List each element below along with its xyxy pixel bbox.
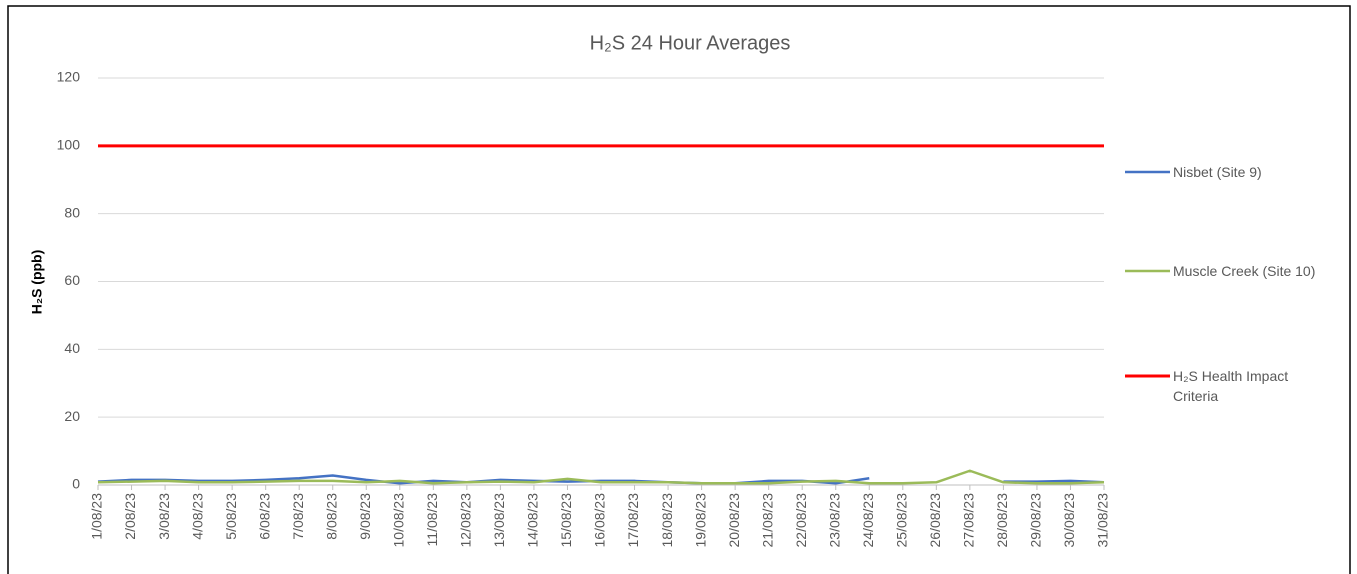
x-tick-label: 9/08/23 — [357, 493, 373, 540]
legend-label: H₂S Health Impact Criteria — [1173, 368, 1289, 404]
x-tick-label: 20/08/23 — [726, 493, 742, 548]
x-tick-label: 16/08/23 — [592, 493, 608, 548]
x-tick-label: 29/08/23 — [1028, 493, 1044, 548]
x-tick-label: 11/08/23 — [424, 493, 440, 547]
x-tick-label: 30/08/23 — [1061, 493, 1077, 548]
x-tick-label: 14/08/23 — [525, 493, 541, 548]
x-tick-label: 13/08/23 — [491, 493, 507, 548]
y-tick-label: 100 — [57, 137, 81, 153]
y-tick-label: 40 — [64, 340, 80, 356]
x-tick-label: 3/08/23 — [156, 493, 172, 540]
x-tick-label: 10/08/23 — [391, 493, 407, 548]
x-tick-label: 31/08/23 — [1095, 493, 1111, 548]
x-tick-label: 26/08/23 — [927, 493, 943, 548]
x-tick-label: 22/08/23 — [793, 493, 809, 548]
x-tick-label: 1/08/23 — [89, 493, 105, 540]
y-tick-label: 20 — [64, 408, 80, 424]
y-tick-label: 120 — [57, 69, 81, 85]
x-tick-label: 2/08/23 — [122, 493, 138, 540]
x-tick-label: 5/08/23 — [223, 493, 239, 540]
series-line — [97, 469, 1105, 485]
x-tick-label: 15/08/23 — [558, 493, 574, 548]
x-tick-label: 24/08/23 — [860, 493, 876, 548]
y-tick-label: 80 — [64, 204, 80, 220]
x-tick-label: 7/08/23 — [290, 493, 306, 540]
y-tick-label: 60 — [64, 272, 80, 288]
x-tick-label: 4/08/23 — [189, 493, 205, 540]
x-tick-label: 27/08/23 — [961, 493, 977, 548]
legend-label: Muscle Creek (Site 10) — [1173, 263, 1316, 279]
y-axis-label: H₂S (ppb) — [29, 250, 45, 315]
x-tick-label: 19/08/23 — [692, 493, 708, 548]
chart-title: H₂S 24 Hour Averages — [590, 32, 791, 54]
x-tick-label: 6/08/23 — [256, 493, 272, 540]
x-tick-label: 25/08/23 — [894, 493, 910, 548]
x-tick-label: 12/08/23 — [458, 493, 474, 548]
x-tick-label: 17/08/23 — [625, 493, 641, 548]
y-tick-label: 0 — [72, 476, 80, 492]
x-tick-label: 28/08/23 — [994, 493, 1010, 548]
x-tick-label: 23/08/23 — [826, 493, 842, 548]
legend-label: Nisbet (Site 9) — [1173, 164, 1262, 180]
x-tick-label: 18/08/23 — [659, 493, 675, 548]
x-tick-label: 8/08/23 — [323, 493, 339, 540]
x-tick-label: 21/08/23 — [759, 493, 775, 548]
chart-frame — [7, 5, 1351, 574]
